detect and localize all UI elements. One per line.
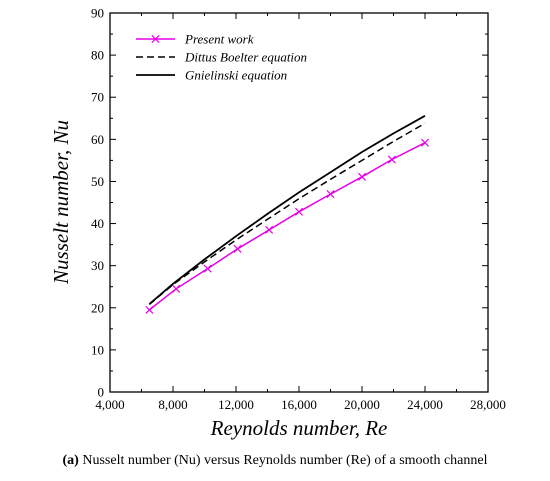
x-tick-label: 20,000 [344, 397, 380, 412]
caption-label: (a) [62, 453, 79, 468]
data-point-marker [265, 225, 274, 234]
y-tick-label: 10 [91, 342, 104, 357]
x-tick-label: 28,000 [470, 397, 506, 412]
series-layer [145, 115, 430, 314]
data-point-marker [233, 244, 242, 253]
tick-marks [109, 12, 489, 393]
legend-label-0: Present work [184, 32, 254, 47]
legend-label-1: Dittus Boelter equation [184, 50, 307, 65]
y-tick-label: 60 [91, 132, 104, 147]
data-point-marker [294, 207, 304, 216]
y-tick-label: 80 [91, 48, 104, 63]
x-tick-label: 24,000 [407, 397, 443, 412]
y-tick-label: 70 [91, 90, 104, 105]
legend: Present work Dittus Boelter equation Gniel… [136, 32, 307, 83]
series-line-2 [148, 115, 426, 305]
y-tick-label: 20 [91, 300, 104, 315]
x-tick-label: 8,000 [158, 397, 187, 412]
x-tick-label: 12,000 [218, 397, 254, 412]
tick-labels: 4,000 8,000 12,000 16,000 20,000 24,000 28,000… [91, 6, 506, 413]
caption-text: Nusselt number (Nu) versus Reynolds numb… [78, 453, 488, 468]
data-point-marker [357, 172, 367, 181]
y-tick-label: 90 [91, 6, 104, 21]
data-point-marker [145, 305, 154, 314]
series-line-0 [148, 142, 426, 311]
data-point-marker [172, 284, 181, 293]
data-point-marker [387, 155, 396, 164]
y-tick-label: 50 [91, 174, 104, 189]
legend-marker [151, 34, 160, 44]
data-point-marker [326, 190, 335, 199]
y-tick-label: 0 [98, 385, 105, 400]
y-tick-label: 30 [91, 258, 104, 273]
figure-caption: (a) Nusselt number (Nu) versus Reynolds … [0, 453, 550, 469]
legend-label-2: Gnielinski equation [185, 68, 287, 83]
x-tick-label: 4,000 [95, 397, 124, 412]
data-point-marker [203, 264, 212, 273]
x-axis-title: Reynolds number, Re [210, 416, 388, 440]
y-axis-title: Nusselt number, Nu [49, 120, 73, 285]
x-tick-label: 16,000 [281, 397, 317, 412]
plot-frame [109, 12, 489, 393]
data-point-marker [420, 138, 430, 147]
series-line-1 [148, 122, 426, 305]
chart: 4,000 8,000 12,000 16,000 20,000 24,000 28,000… [49, 6, 506, 441]
y-tick-label: 40 [91, 216, 104, 231]
